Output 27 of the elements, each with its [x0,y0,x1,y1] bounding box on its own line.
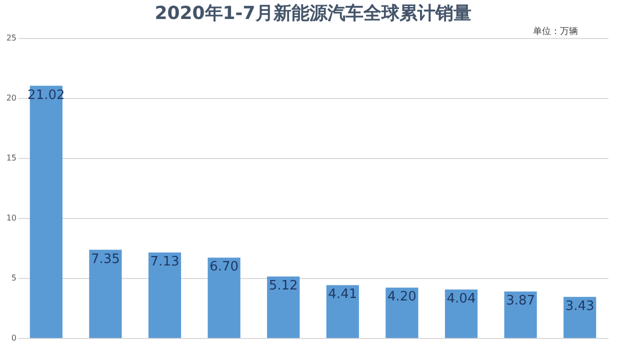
data-label: 5.12 [268,278,298,294]
chart-title: 2020年1-7月新能源汽车全球累计销量 [154,3,472,24]
data-label: 4.04 [446,292,476,307]
y-tick-label: 10 [6,214,16,222]
bar [386,288,418,338]
bar [89,250,122,338]
data-label: 7.35 [90,252,120,267]
y-tick-label: 15 [6,154,16,162]
data-label: 7.13 [150,254,180,270]
bar [30,86,62,338]
y-tick-label: 0 [11,334,16,342]
bar [148,252,182,338]
data-label: 4.41 [328,287,358,302]
bar [444,290,478,338]
data-label: 4.20 [387,290,416,305]
text: 单位：万辆 [533,26,578,37]
y-tick-label: 5 [11,274,16,282]
data-label: 3.43 [565,298,594,314]
bar [208,258,240,338]
bar [326,285,359,338]
bar [267,276,300,338]
bar [564,296,596,338]
y-tick-label: 20 [6,94,16,102]
data-label: 3.87 [506,294,536,309]
data-label: 6.70 [210,260,239,275]
y-tick-label: 25 [6,34,16,42]
bar [504,292,537,338]
